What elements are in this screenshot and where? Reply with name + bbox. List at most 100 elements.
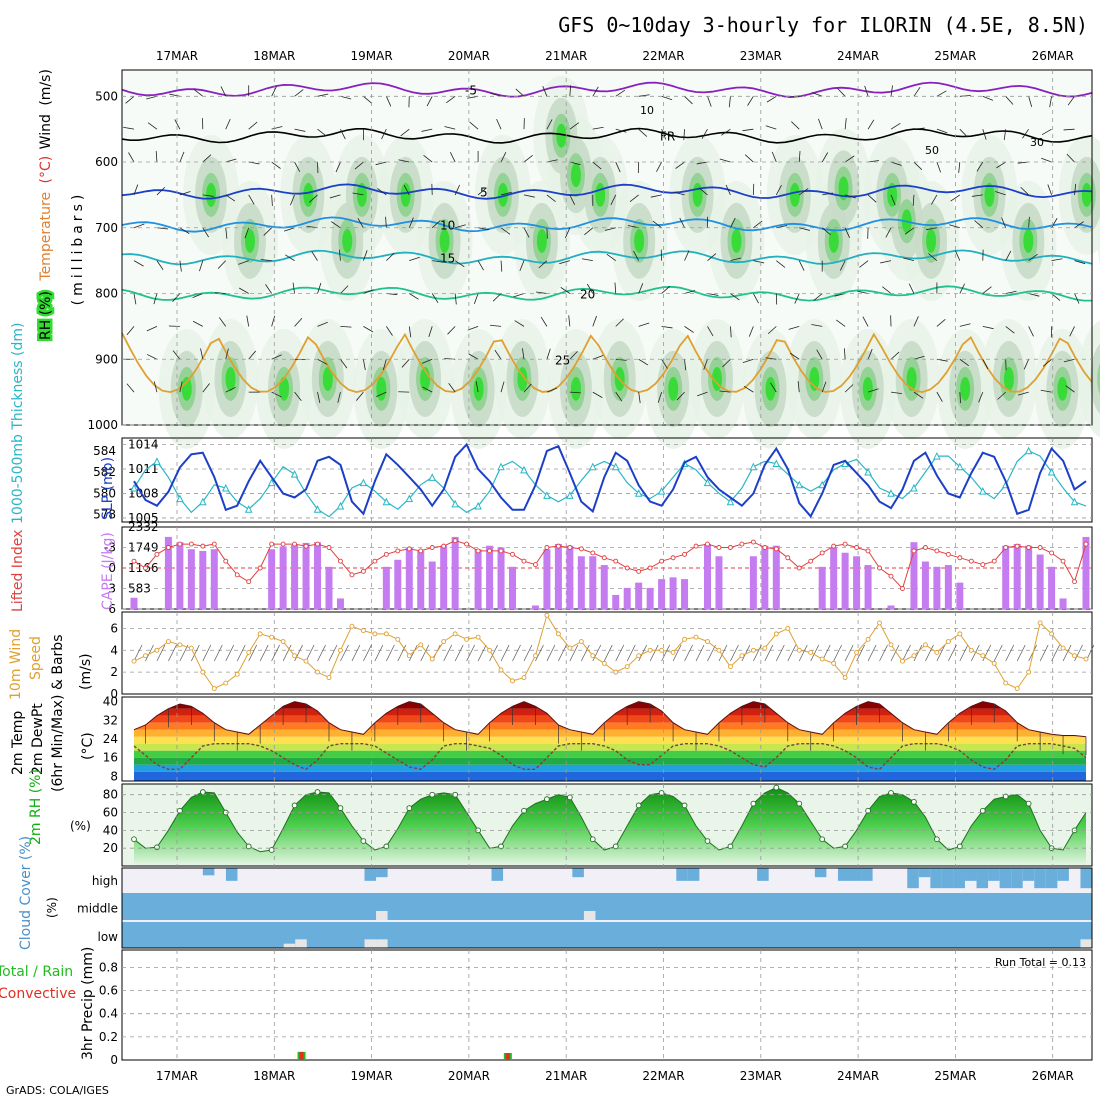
rh-point	[658, 790, 665, 796]
wind-barb	[748, 326, 754, 337]
cape-bar	[612, 594, 620, 609]
lifted-index-point	[223, 558, 229, 564]
wind-barb	[454, 293, 457, 305]
y-tick-label: 80	[103, 788, 118, 802]
lifted-index-point	[716, 545, 722, 550]
rh-shade	[906, 366, 917, 391]
wind-speed-point	[1003, 680, 1009, 686]
date-label-bottom: 20MAR	[448, 1069, 490, 1083]
y-tick-label: 600	[95, 155, 118, 169]
rh-point	[727, 843, 734, 850]
wind-barb	[581, 258, 593, 262]
wind-barb	[146, 95, 158, 100]
wind-speed-point	[498, 667, 504, 673]
wind-barb	[707, 326, 714, 337]
cape-bar	[703, 543, 711, 609]
y-tick-label: 0.4	[99, 1007, 118, 1021]
wind-barb-10m	[787, 644, 797, 662]
wind-barb	[569, 122, 579, 130]
date-label-top: 21MAR	[545, 49, 587, 63]
isotherm-line	[121, 285, 1092, 302]
wind-barb	[128, 152, 135, 163]
wind-speed-point	[819, 656, 825, 662]
wind-barb	[592, 315, 597, 327]
relative-humidity-2m-panel: 20 40 60 80 (%)	[70, 783, 1093, 867]
wind-speed-point	[1037, 620, 1043, 626]
lifted-index-point	[292, 541, 298, 547]
cape-bar	[176, 542, 184, 609]
wind-barb	[271, 194, 273, 206]
rh-point	[131, 836, 137, 843]
wind-barb	[271, 161, 281, 169]
rh-shade	[731, 228, 742, 253]
rh-point	[245, 843, 252, 850]
cape-bar	[325, 566, 333, 609]
cape-bar	[268, 549, 276, 609]
wind-barb	[523, 154, 533, 163]
wind-speed-point	[360, 628, 366, 634]
rh-shade	[536, 228, 547, 253]
rh-point	[979, 807, 986, 814]
cloud-bar	[861, 868, 873, 881]
wind-barb	[936, 319, 946, 327]
wind-barb	[400, 128, 410, 137]
wind-barb	[1001, 217, 1007, 228]
date-label-bottom: 23MAR	[740, 1069, 782, 1083]
wind-speed-point	[303, 658, 309, 664]
lifted-index-ylabel: Lifted Index	[10, 530, 26, 612]
cape-bar	[761, 545, 769, 609]
rh-point	[704, 838, 711, 844]
cape-bar	[1002, 545, 1010, 609]
wind-barb-10m	[305, 644, 315, 662]
cape-bar	[428, 561, 436, 609]
wind-speed-point	[877, 620, 882, 626]
wind-barb	[409, 293, 419, 300]
wind-barb	[798, 260, 805, 271]
wind-barb	[1051, 218, 1058, 228]
wind-barb	[354, 161, 364, 170]
temperature-band	[134, 764, 1086, 772]
wind-barb	[584, 227, 594, 236]
rh-point	[681, 802, 688, 809]
wind-barb	[363, 359, 366, 371]
cape-bar	[164, 536, 172, 609]
wind-barb	[954, 250, 961, 261]
wind-speed-point	[854, 650, 860, 655]
precip-ylabel: 3hr Precip (mm)	[80, 947, 96, 1060]
thickness-point	[543, 491, 551, 499]
wind-barb	[885, 227, 892, 238]
wind-barb-10m	[948, 644, 957, 662]
wind-barb	[982, 286, 992, 294]
wind-speed-point	[200, 669, 206, 675]
wind-barb	[500, 227, 511, 235]
wind10m-ylabel: 10m Wind	[8, 629, 24, 700]
cape-bar	[1048, 566, 1056, 609]
wind10m-ylabel-2: Speed	[28, 636, 44, 680]
lifted-index-point	[578, 546, 584, 552]
wind-barb-10m	[340, 644, 349, 662]
lifted-index-point	[796, 565, 802, 571]
lifted-index-point	[968, 558, 974, 564]
precip-total-ylabel: Total / Rain Convective	[0, 964, 76, 1002]
precipitation-panel: 0 0.2 0.4 0.6 0.8	[99, 949, 1093, 1067]
wind-barb	[1003, 129, 1007, 141]
wind-barb	[225, 227, 228, 239]
tempunit-ylabel: (°C)	[80, 732, 96, 760]
wind-barb	[684, 96, 693, 105]
wind-barb	[260, 259, 272, 262]
wind-barb	[468, 353, 479, 360]
chart-title: GFS 0~10day 3-hourly for ILORIN (4.5E, 8…	[558, 13, 1088, 37]
wind-barb	[449, 151, 456, 163]
wind-barb-10m	[776, 644, 785, 662]
wind-barb	[294, 89, 304, 97]
wind-barb	[844, 155, 855, 163]
wind-barb	[719, 158, 731, 163]
thickness-slp-frame	[121, 437, 1093, 523]
rh-shade	[887, 182, 898, 207]
lifted-index-point	[808, 558, 814, 564]
cloud-bar	[1011, 868, 1023, 889]
svg-text:2m DewPt: 2m DewPt	[30, 703, 46, 775]
wind-barb	[496, 118, 502, 130]
wind-barb	[982, 359, 989, 370]
